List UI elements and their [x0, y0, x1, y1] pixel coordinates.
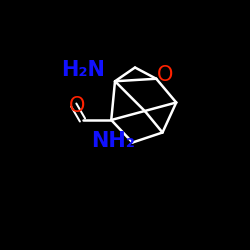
Text: NH₂: NH₂ — [91, 131, 135, 151]
Text: O: O — [157, 65, 173, 85]
Text: H₂N: H₂N — [61, 60, 105, 80]
Text: O: O — [69, 96, 86, 116]
